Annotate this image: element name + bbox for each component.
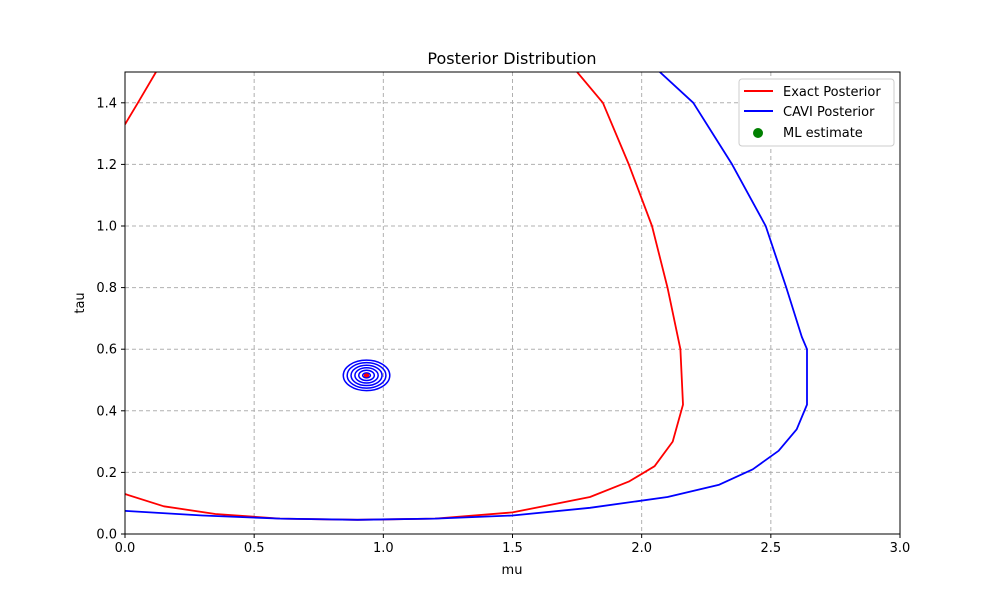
grid bbox=[124, 72, 901, 535]
x-tick-label: 0.5 bbox=[244, 541, 265, 556]
y-tick-label: 1.0 bbox=[96, 220, 117, 235]
x-tick-label: 0.0 bbox=[115, 541, 136, 556]
cavi-posterior-ring bbox=[350, 364, 383, 387]
y-tick-label: 0.6 bbox=[96, 343, 117, 358]
cavi-posterior-contour bbox=[125, 72, 808, 521]
cavi-posterior-ring bbox=[346, 361, 387, 389]
cavi-posterior-ring bbox=[361, 372, 372, 379]
y-tick-label: 1.2 bbox=[96, 158, 117, 173]
legend: Exact Posterior CAVI Posterior ML estima… bbox=[738, 78, 895, 147]
x-tick-label: 1.0 bbox=[373, 541, 394, 556]
x-ticks: 0.0 0.5 1.0 1.5 2.0 2.5 3.0 bbox=[115, 534, 911, 556]
y-tick-label: 0.2 bbox=[96, 466, 117, 481]
exact-posterior-contour bbox=[125, 72, 157, 125]
cavi-posterior-ring bbox=[354, 367, 379, 384]
legend-frame bbox=[738, 78, 895, 147]
y-ticks: 0.0 0.2 0.4 0.6 0.8 1.0 1.2 1.4 bbox=[96, 96, 125, 543]
legend-label-exact: Exact Posterior bbox=[783, 85, 881, 100]
y-tick-label: 0.8 bbox=[96, 281, 117, 296]
y-tick-label: 1.4 bbox=[96, 96, 117, 111]
legend-label-ml: ML estimate bbox=[783, 126, 863, 141]
chart-title: Posterior Distribution bbox=[427, 49, 596, 68]
y-tick-label: 0.4 bbox=[96, 404, 117, 419]
ml-estimate-point bbox=[364, 373, 369, 378]
x-axis-label: mu bbox=[502, 563, 523, 578]
x-tick-label: 3.0 bbox=[890, 541, 911, 556]
plot-area bbox=[125, 72, 808, 521]
y-tick-label: 0.0 bbox=[96, 528, 117, 543]
cavi-posterior-ring bbox=[358, 369, 376, 382]
x-tick-label: 2.5 bbox=[760, 541, 781, 556]
y-axis-label: tau bbox=[73, 292, 88, 313]
legend-marker-ml bbox=[753, 128, 763, 138]
contour-group bbox=[125, 72, 808, 521]
x-tick-label: 2.0 bbox=[631, 541, 652, 556]
exact-posterior-contour bbox=[125, 72, 684, 521]
legend-label-cavi: CAVI Posterior bbox=[783, 105, 875, 120]
x-tick-label: 1.5 bbox=[502, 541, 523, 556]
cavi-posterior-ring bbox=[342, 359, 391, 392]
